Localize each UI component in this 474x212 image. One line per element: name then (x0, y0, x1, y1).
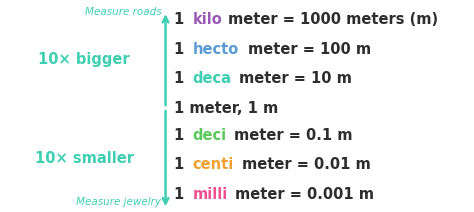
Text: 10× bigger: 10× bigger (38, 52, 130, 67)
Text: 1: 1 (174, 128, 190, 143)
Text: deca: deca (193, 71, 232, 86)
Text: milli: milli (193, 187, 228, 202)
Text: hecto: hecto (193, 42, 239, 57)
Text: 1: 1 (174, 42, 190, 57)
Text: 1: 1 (174, 158, 190, 173)
Text: kilo: kilo (193, 12, 222, 27)
Text: 1 meter, 1 m: 1 meter, 1 m (174, 101, 279, 116)
Text: deci: deci (193, 128, 227, 143)
Text: centi: centi (193, 158, 234, 173)
Text: meter = 0.01 m: meter = 0.01 m (242, 158, 371, 173)
Text: meter = 10 m: meter = 10 m (239, 71, 352, 86)
Text: meter = 0.1 m: meter = 0.1 m (234, 128, 352, 143)
Text: Measure jewelry: Measure jewelry (76, 197, 161, 207)
Text: 10× smaller: 10× smaller (35, 151, 134, 166)
Text: 1: 1 (174, 12, 190, 27)
Text: 1: 1 (174, 187, 190, 202)
Text: 1: 1 (174, 71, 190, 86)
Text: Measure roads: Measure roads (84, 7, 161, 17)
Text: meter = 1000 meters (m): meter = 1000 meters (m) (228, 12, 438, 27)
Text: meter = 100 m: meter = 100 m (248, 42, 371, 57)
Text: meter = 0.001 m: meter = 0.001 m (235, 187, 374, 202)
